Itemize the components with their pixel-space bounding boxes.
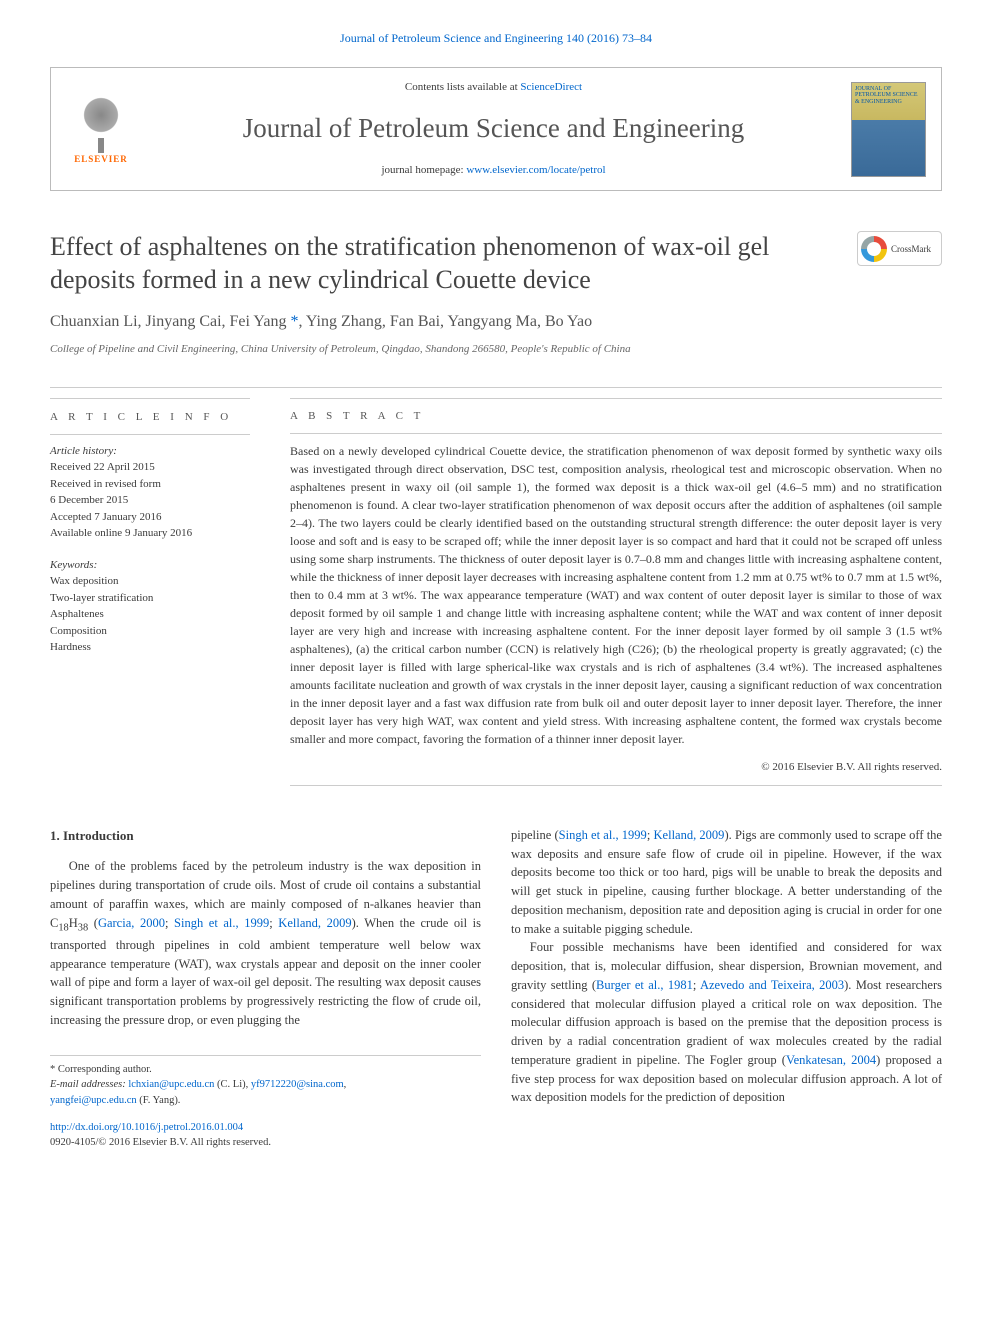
article-title: Effect of asphaltenes on the stratificat… xyxy=(50,231,837,296)
info-abstract-row: A R T I C L E I N F O Article history: R… xyxy=(50,398,942,786)
authors-line: Chuanxian Li, Jinyang Cai, Fei Yang *, Y… xyxy=(50,311,942,333)
history-label: Article history: xyxy=(50,443,250,460)
email-line: E-mail addresses: lchxian@upc.edu.cn (C.… xyxy=(50,1077,481,1093)
keywords-label: Keywords: xyxy=(50,557,250,574)
divider-top xyxy=(50,387,942,388)
sciencedirect-link[interactable]: ScienceDirect xyxy=(520,81,582,93)
crossmark-label: CrossMark xyxy=(891,243,931,256)
abstract-col: A B S T R A C T Based on a newly develop… xyxy=(290,398,942,786)
homepage-line: journal homepage: www.elsevier.com/locat… xyxy=(151,163,836,178)
article-info-col: A R T I C L E I N F O Article history: R… xyxy=(50,398,250,786)
ref-kelland-2009-b[interactable]: Kelland, 2009 xyxy=(654,828,725,842)
history-line: Available online 9 January 2016 xyxy=(50,525,250,542)
crossmark-badge[interactable]: CrossMark xyxy=(857,231,942,266)
email-sep: , xyxy=(344,1079,347,1090)
keyword: Wax deposition xyxy=(50,573,250,590)
ref-garcia-2000[interactable]: Garcia, 2000 xyxy=(98,916,165,930)
keyword: Two-layer stratification xyxy=(50,590,250,607)
intro-para-1: One of the problems faced by the petrole… xyxy=(50,857,481,1029)
journal-cover-thumb: JOURNAL OF PETROLEUM SCIENCE & ENGINEERI… xyxy=(851,82,926,177)
keyword: Composition xyxy=(50,623,250,640)
affiliation: College of Pipeline and Civil Engineerin… xyxy=(50,342,942,357)
doi-link[interactable]: http://dx.doi.org/10.1016/j.petrol.2016.… xyxy=(50,1122,243,1133)
email-link-2[interactable]: yf9712220@sina.com xyxy=(251,1079,344,1090)
keywords-block: Keywords: Wax deposition Two-layer strat… xyxy=(50,557,250,656)
abs-divider-bottom xyxy=(290,785,942,786)
email-link-3[interactable]: yangfei@upc.edu.cn xyxy=(50,1095,137,1106)
keyword: Asphaltenes xyxy=(50,606,250,623)
history-line: Received in revised form xyxy=(50,476,250,493)
body-col-left: 1. Introduction One of the problems face… xyxy=(50,826,481,1150)
intro-para-2: Four possible mechanisms have been ident… xyxy=(511,938,942,1107)
corresponding-note: * Corresponding author. xyxy=(50,1062,481,1078)
elsevier-tree-icon xyxy=(76,93,126,148)
email-name-1: (C. Li), xyxy=(214,1079,250,1090)
header-citation-link[interactable]: Journal of Petroleum Science and Enginee… xyxy=(340,31,652,45)
info-divider-1 xyxy=(50,434,250,435)
history-block: Article history: Received 22 April 2015 … xyxy=(50,443,250,542)
email-line-2: yangfei@upc.edu.cn (F. Yang). xyxy=(50,1093,481,1109)
ref-singh-1999[interactable]: Singh et al., 1999 xyxy=(174,916,269,930)
ref-venkatesan-2004[interactable]: Venkatesan, 2004 xyxy=(786,1053,876,1067)
info-divider-top xyxy=(50,398,250,399)
abstract-heading: A B S T R A C T xyxy=(290,409,942,424)
elsevier-logo: ELSEVIER xyxy=(66,89,136,169)
homepage-prefix: journal homepage: xyxy=(381,164,466,176)
contents-prefix: Contents lists available at xyxy=(405,81,520,93)
footnotes: * Corresponding author. E-mail addresses… xyxy=(50,1055,481,1109)
history-line: 6 December 2015 xyxy=(50,492,250,509)
article-title-row: Effect of asphaltenes on the stratificat… xyxy=(50,231,942,296)
contents-line: Contents lists available at ScienceDirec… xyxy=(151,80,836,95)
abstract-text: Based on a newly developed cylindrical C… xyxy=(290,442,942,748)
section-heading-intro: 1. Introduction xyxy=(50,826,481,846)
abstract-copyright: © 2016 Elsevier B.V. All rights reserved… xyxy=(290,760,942,775)
email-label: E-mail addresses: xyxy=(50,1079,128,1090)
elsevier-label: ELSEVIER xyxy=(74,153,128,166)
history-line: Accepted 7 January 2016 xyxy=(50,509,250,526)
keyword: Hardness xyxy=(50,639,250,656)
corresponding-marker[interactable]: * xyxy=(286,313,298,330)
abs-divider-top xyxy=(290,398,942,399)
ref-singh-1999-b[interactable]: Singh et al., 1999 xyxy=(559,828,647,842)
abs-divider-1 xyxy=(290,433,942,434)
crossmark-icon xyxy=(861,236,887,262)
email-link-1[interactable]: lchxian@upc.edu.cn xyxy=(128,1079,214,1090)
authors-text-2: , Ying Zhang, Fan Bai, Yangyang Ma, Bo Y… xyxy=(298,313,592,330)
ref-azevedo-2003[interactable]: Azevedo and Teixeira, 2003 xyxy=(700,978,844,992)
homepage-link[interactable]: www.elsevier.com/locate/petrol xyxy=(466,164,605,176)
email-name-3: (F. Yang). xyxy=(137,1095,181,1106)
body-col-right: pipeline (Singh et al., 1999; Kelland, 2… xyxy=(511,826,942,1150)
ref-burger-1981[interactable]: Burger et al., 1981 xyxy=(596,978,693,992)
masthead-center: Contents lists available at ScienceDirec… xyxy=(151,80,836,179)
history-line: Received 22 April 2015 xyxy=(50,459,250,476)
journal-title: Journal of Petroleum Science and Enginee… xyxy=(151,110,836,148)
intro-para-1b: pipeline (Singh et al., 1999; Kelland, 2… xyxy=(511,826,942,939)
article-info-heading: A R T I C L E I N F O xyxy=(50,409,250,426)
issn-line: 0920-4105/© 2016 Elsevier B.V. All right… xyxy=(50,1136,481,1151)
doi-block: http://dx.doi.org/10.1016/j.petrol.2016.… xyxy=(50,1121,481,1150)
ref-kelland-2009[interactable]: Kelland, 2009 xyxy=(278,916,351,930)
authors-text: Chuanxian Li, Jinyang Cai, Fei Yang xyxy=(50,313,286,330)
masthead: ELSEVIER Contents lists available at Sci… xyxy=(50,67,942,192)
body-columns: 1. Introduction One of the problems face… xyxy=(50,826,942,1150)
header-citation: Journal of Petroleum Science and Enginee… xyxy=(50,30,942,47)
